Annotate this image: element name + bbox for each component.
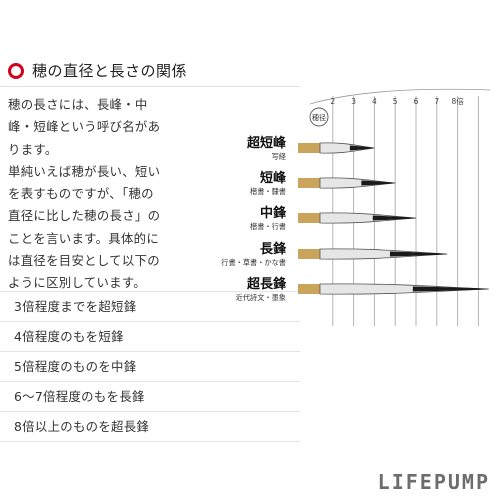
brush-tip <box>349 145 375 151</box>
tick-label: 6 <box>414 97 419 106</box>
brush-tip <box>372 215 416 221</box>
rule-list: 3倍程度までを超短鋒 4倍程度のもを短鋒 5倍程度のものを中鋒 6～7倍程度のも… <box>0 291 300 442</box>
section-heading: 穂の直径と長さの関係 <box>8 60 187 81</box>
tick-label: 8倍 <box>451 96 464 106</box>
circle-bullet-icon <box>8 62 24 79</box>
brush-name: 長鋒 <box>260 241 287 257</box>
brush-uses: 楷書・隷書 <box>250 187 286 196</box>
description: 穂の長さには、長峰・中 峰・短峰という呼び名があ ります。 単純いえば穂が長い、… <box>8 94 183 295</box>
heading-title: 穂の直径と長さの関係 <box>32 62 188 80</box>
scale-arc <box>309 88 491 105</box>
brush-ferrule <box>298 213 320 223</box>
brush-ferrule <box>298 284 320 294</box>
brush-tip <box>361 180 396 186</box>
heading-divider <box>0 86 300 87</box>
description-line: 峰・短峰という呼び名があ <box>8 119 161 135</box>
rule-divider <box>0 441 300 442</box>
rule-item: 6～7倍程度のもを長鋒 <box>14 389 145 404</box>
tick-label: 5 <box>393 97 398 106</box>
brush-name: 超長鋒 <box>247 276 287 292</box>
rule-item: 4倍程度のもを短鋒 <box>14 329 124 344</box>
rule-divider <box>0 351 300 352</box>
brush-ferrule <box>298 143 320 153</box>
brush-tip <box>389 251 448 257</box>
brush-tip <box>412 286 489 292</box>
description-line: 単純いえば穂が長い、短い <box>8 163 161 179</box>
diameter-circle <box>309 107 329 127</box>
brush-name: 中鋒 <box>260 205 287 221</box>
brush-name: 短峰 <box>260 170 287 186</box>
rule-divider <box>0 291 300 292</box>
rule-divider <box>0 411 300 412</box>
brush-name: 超短峰 <box>247 135 287 151</box>
diameter-label: 穂径 <box>312 113 326 122</box>
rule-item: 8倍以上のものを超長鋒 <box>14 419 150 434</box>
rule-divider <box>0 321 300 322</box>
tick-label: 7 <box>434 97 439 106</box>
brush-uses: 楷書・行書 <box>250 222 286 231</box>
brush-uses: 近代詩文・墨象 <box>236 293 286 302</box>
description-line: ことを言います。具体的に <box>8 230 160 246</box>
brush-uses: 写経 <box>272 152 286 161</box>
description-line: ります。 <box>8 141 58 157</box>
description-line: を表すものですが、「穂の <box>8 186 154 202</box>
tick-label: 2 <box>330 97 335 106</box>
brush-uses: 行書・草書・かな書 <box>221 258 286 267</box>
description-line: 直径に比した穂の長さ」の <box>8 208 161 224</box>
rule-item: 5倍程度のものを中鋒 <box>14 359 137 374</box>
brand-watermark: LIFEPUMP <box>377 470 490 494</box>
rule-divider <box>0 381 300 382</box>
description-line: ように区別しています。 <box>8 275 146 291</box>
brush-ferrule <box>298 249 320 259</box>
tick-label: 3 <box>351 97 356 106</box>
description-line: 穂の長さには、長峰・中 <box>8 97 148 112</box>
description-line: は直径を目安として以下の <box>8 253 160 269</box>
rule-item: 3倍程度までを超短鋒 <box>14 299 137 314</box>
tick-label: 4 <box>372 97 377 106</box>
brush-ferrule <box>298 178 320 188</box>
